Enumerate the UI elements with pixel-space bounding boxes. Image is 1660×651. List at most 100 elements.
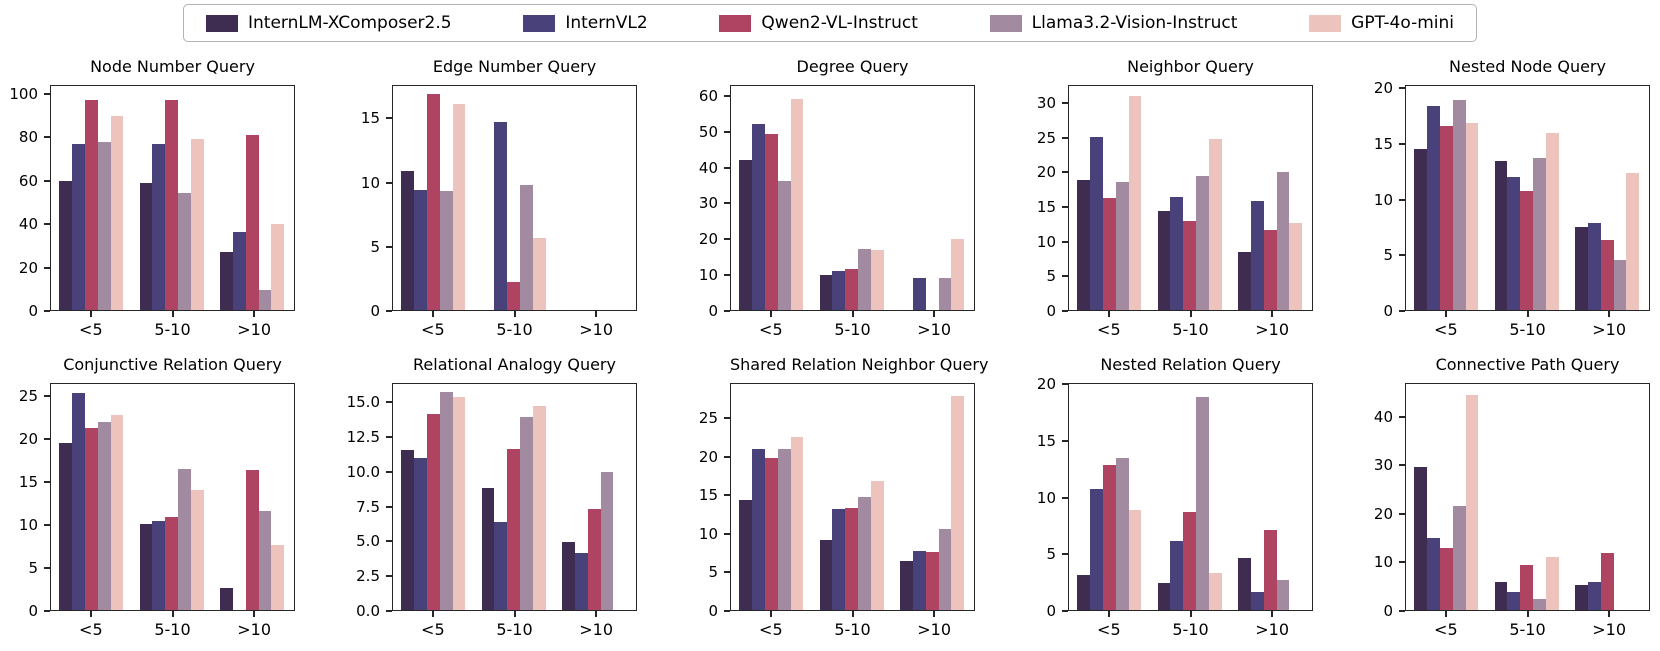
bar-gpt-4o-mini (871, 249, 884, 310)
bar-gpt-4o-mini (1289, 222, 1303, 310)
plot-area (50, 85, 295, 311)
x-tick (1444, 311, 1447, 317)
y-tick (724, 417, 730, 420)
bar-llama3-2-vision-instruct (1276, 172, 1290, 310)
bar-qwen2-vl-instruct (1439, 547, 1453, 610)
bar-qwen2-vl-instruct (1600, 552, 1614, 610)
y-tick (724, 455, 730, 458)
x-tick (595, 311, 598, 317)
bar-internvl2 (574, 552, 588, 610)
x-tick-label: <5 (1097, 320, 1121, 339)
subplot-conjunctive-relation-query: Conjunctive Relation Query 0 5 10 15 20 25 <5 5-… (0, 353, 305, 651)
bar-llama3-2-vision-instruct (777, 449, 791, 610)
y-tick-label: 5.0 (356, 532, 380, 551)
x-tick (253, 611, 256, 617)
x-tick-label: <5 (1434, 320, 1458, 339)
bar-internlm-xcomposer2-5 (739, 159, 752, 310)
bar-internvl2 (751, 124, 765, 310)
y-tick-label: 10 (360, 173, 380, 192)
y-tick-label: 10 (1373, 190, 1393, 209)
y-tick-label: 0 (708, 302, 718, 320)
legend-item: GPT-4o-mini (1309, 13, 1454, 33)
y-tick (1399, 254, 1405, 257)
legend-label: Qwen2-VL-Instruct (761, 13, 918, 33)
chart-title: Nested Node Query (1449, 57, 1606, 76)
bar-qwen2-vl-instruct (1102, 464, 1116, 610)
chart-title: Connective Path Query (1435, 355, 1620, 374)
bar-qwen2-vl-instruct (1102, 198, 1116, 310)
y-tick-label: 10.0 (346, 462, 380, 481)
bar-internlm-xcomposer2-5 (401, 449, 414, 610)
subplot-relational-analogy-query: Relational Analogy Query 0.0 2.5 5.0 7.5 10.0… (342, 353, 647, 651)
bar-llama3-2-vision-instruct (439, 191, 453, 310)
bar-internvl2 (1507, 591, 1521, 610)
bar-llama3-2-vision-instruct (1452, 506, 1466, 610)
bar-llama3-2-vision-instruct (858, 497, 871, 610)
bar-qwen2-vl-instruct (764, 458, 778, 610)
bar-internvl2 (832, 509, 846, 610)
plot-area (50, 383, 295, 611)
y-tick (724, 274, 730, 277)
x-tick-label: <5 (421, 620, 445, 639)
y-tick-label: 0 (1046, 602, 1056, 620)
y-tick (724, 166, 730, 169)
y-tick-label: 25 (698, 409, 718, 428)
legend-item: Llama3.2-Vision-Instruct (989, 13, 1237, 33)
plot-area (1405, 85, 1650, 311)
bar-gpt-4o-mini (1546, 132, 1559, 310)
x-tick (1608, 611, 1611, 617)
y-tick-label: 30 (1036, 94, 1056, 113)
y-tick-label: 15 (1036, 431, 1056, 450)
legend-item: InternVL2 (523, 13, 648, 33)
x-tick-label: 5-10 (1172, 320, 1209, 339)
x-tick-label: <5 (79, 620, 103, 639)
subplot-edge-number-query: Edge Number Query 0 5 10 15 <5 5-10 >10 (342, 55, 647, 351)
bar-gpt-4o-mini (452, 396, 466, 610)
bar-qwen2-vl-instruct (1439, 125, 1453, 310)
bar-llama3-2-vision-instruct (1613, 259, 1627, 310)
y-tick (44, 179, 50, 182)
bar-qwen2-vl-instruct (1183, 511, 1197, 610)
x-tick-label: 5-10 (1172, 620, 1209, 639)
plot-area (730, 383, 975, 611)
bar-internvl2 (751, 448, 765, 610)
y-tick-label: 15 (18, 472, 38, 491)
legend-swatch-icon (989, 14, 1022, 32)
y-tick (1062, 310, 1068, 312)
legend-item: Qwen2-VL-Instruct (719, 13, 918, 33)
x-tick (1526, 611, 1529, 617)
y-tick-label: 10 (1036, 488, 1056, 507)
bar-internvl2 (152, 521, 166, 610)
x-tick-label: >10 (1255, 320, 1290, 339)
plot-area (1068, 85, 1313, 311)
bar-gpt-4o-mini (1465, 395, 1479, 610)
y-tick-label: 30 (698, 194, 718, 213)
bar-gpt-4o-mini (1128, 95, 1142, 310)
bar-internlm-xcomposer2-5 (819, 274, 833, 310)
bar-llama3-2-vision-instruct (178, 193, 191, 310)
bar-internvl2 (1587, 223, 1601, 310)
x-tick-label: 5-10 (834, 620, 871, 639)
chart-title: Degree Query (796, 57, 909, 76)
subplot-nested-relation-query: Nested Relation Query 0 5 10 15 20 <5 5-10 >10 (1018, 353, 1323, 651)
y-tick-label: 40 (18, 215, 38, 234)
x-tick (851, 311, 854, 317)
y-tick (44, 136, 50, 139)
x-tick-label: 5-10 (496, 320, 533, 339)
x-tick (1444, 611, 1447, 617)
y-tick (386, 575, 392, 578)
y-tick (44, 394, 50, 397)
y-tick (1062, 439, 1068, 442)
bar-qwen2-vl-instruct (165, 516, 179, 610)
subplot-degree-query: Degree Query 0 10 20 30 40 50 60 <5 5-10 >10 (680, 55, 985, 351)
x-tick-label: >10 (1255, 620, 1290, 639)
bar-llama3-2-vision-instruct (97, 422, 111, 610)
y-tick (1062, 610, 1068, 612)
y-tick-label: 5 (708, 563, 718, 582)
x-tick (431, 311, 434, 317)
bar-internlm-xcomposer2-5 (1414, 466, 1427, 610)
subplot-shared-relation-neighbor-query: Shared Relation Neighbor Query 0 5 10 15 20 25… (680, 353, 989, 651)
legend-label: GPT-4o-mini (1351, 13, 1454, 33)
y-tick (1399, 512, 1405, 515)
x-tick-label: 5-10 (496, 620, 533, 639)
